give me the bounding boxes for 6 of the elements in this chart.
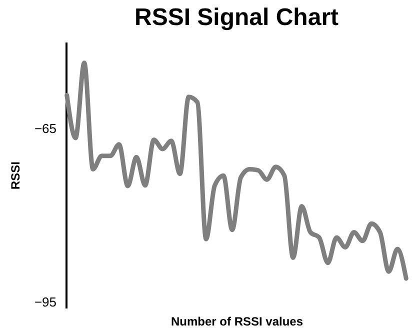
chart-title: RSSI Signal Chart xyxy=(134,4,339,31)
y-axis-title: RSSI xyxy=(8,161,22,190)
line-series xyxy=(64,60,408,281)
y-tick-label: −95 xyxy=(34,294,56,310)
y-tick-label: −65 xyxy=(34,121,56,136)
x-axis-title: Number of RSSI values xyxy=(170,314,304,328)
